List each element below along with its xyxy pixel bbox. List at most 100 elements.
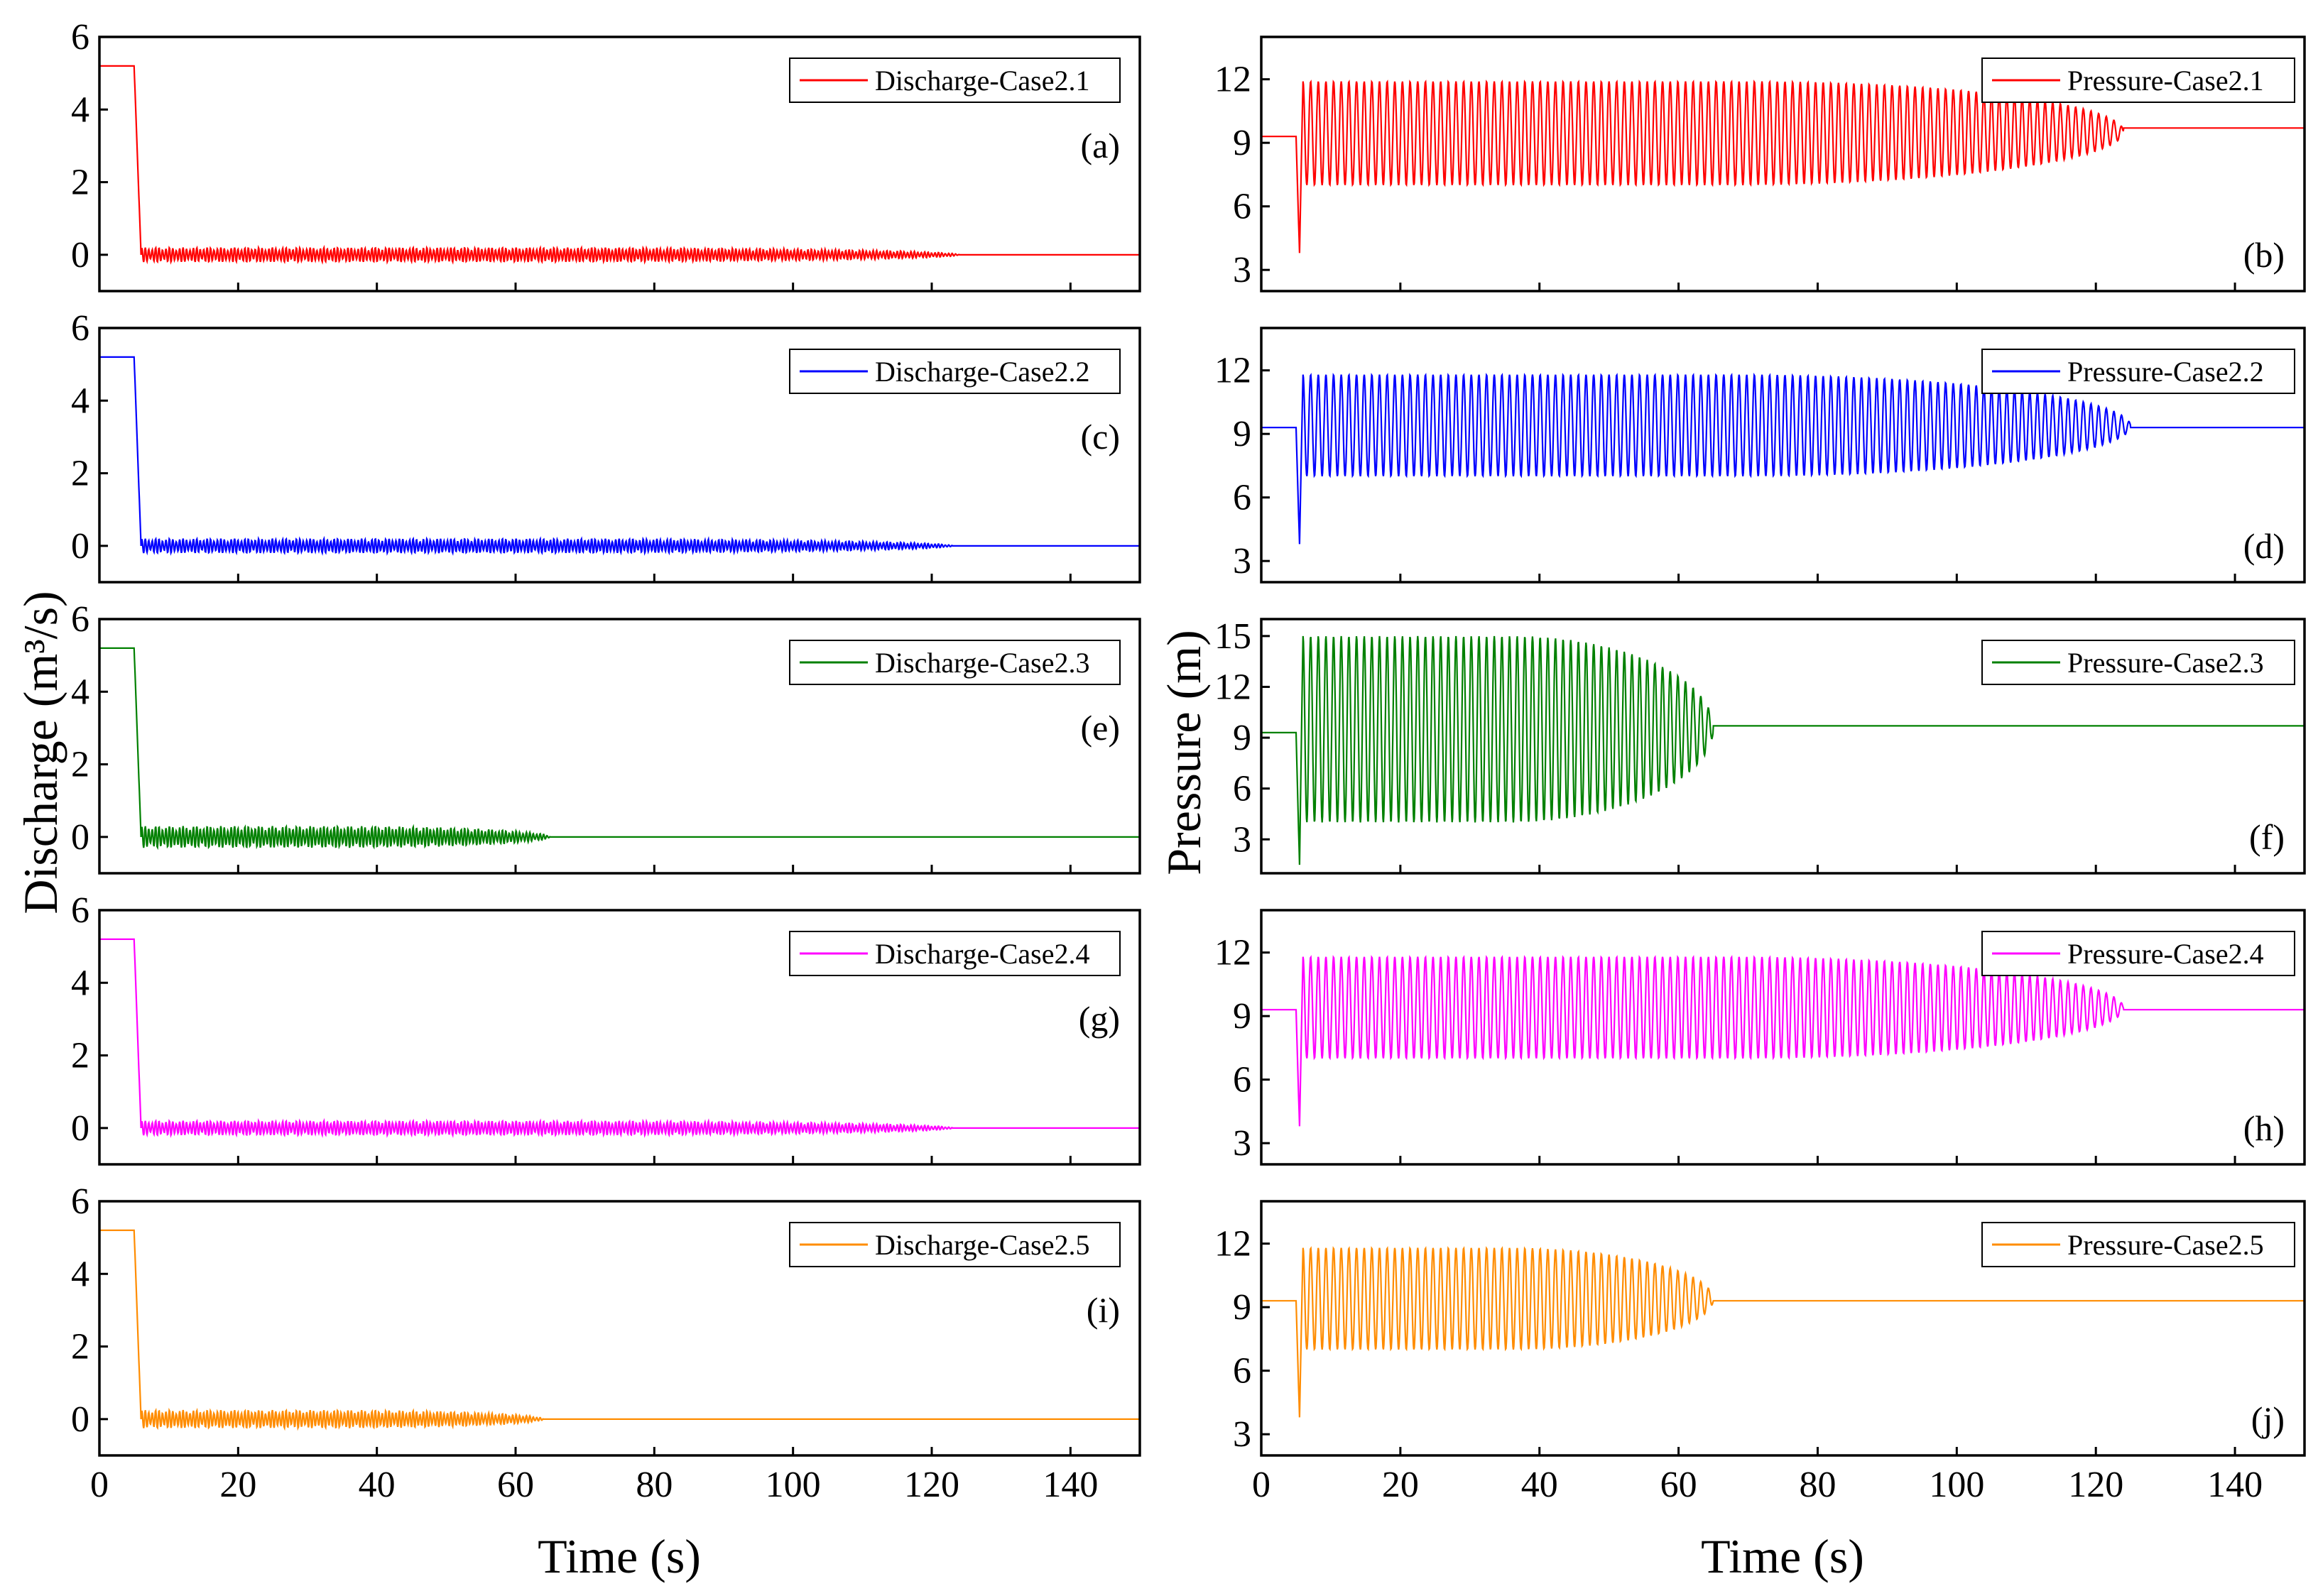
y-tick-label: 3 <box>1233 1414 1251 1455</box>
y-tick-label: 0 <box>71 526 89 567</box>
plot-frame <box>1260 909 2306 1166</box>
y-tick-label: 6 <box>71 308 89 349</box>
y-tick-label: 12 <box>1214 60 1251 100</box>
y-tick-label: 3 <box>1233 819 1251 860</box>
series-line <box>99 938 1140 1138</box>
x-tick-label: 120 <box>2068 1465 2123 1505</box>
y-tick-label: 9 <box>1233 414 1251 454</box>
y-tick-label: 15 <box>1214 616 1251 657</box>
panel-label: (c) <box>1081 417 1121 457</box>
panel-label: (d) <box>2243 526 2285 566</box>
y-tick-label: 2 <box>71 454 89 494</box>
panel-g: 0 2 4 6 Discharge-Case2.4 (g) <box>71 890 1141 1166</box>
plot-frame <box>98 909 1141 1166</box>
x-tick-label: 60 <box>497 1465 534 1505</box>
series-line <box>99 647 1140 851</box>
legend: Discharge-Case2.3 <box>789 640 1121 685</box>
y-tick-label: 9 <box>1233 996 1251 1037</box>
x-tick-label: 100 <box>766 1465 821 1505</box>
series-line <box>1261 372 2305 545</box>
panel-c: 0 2 4 6 Discharge-Case2.2 (c) <box>71 308 1141 584</box>
panel-label: (e) <box>1081 708 1121 748</box>
legend: Pressure-Case2.4 <box>1981 931 2295 976</box>
series-line <box>99 1229 1140 1431</box>
x-tick-label: 20 <box>1382 1465 1419 1505</box>
legend: Discharge-Case2.2 <box>789 349 1121 394</box>
y-tick-label: 12 <box>1214 1224 1251 1264</box>
x-tick-label: 60 <box>1660 1465 1697 1505</box>
panel-b: 3 6 9 12 Pressure-Case2.1 (b) <box>1214 35 2306 293</box>
legend-label: Pressure-Case2.1 <box>2067 65 2264 97</box>
series-line <box>99 356 1140 556</box>
panel-label: (b) <box>2243 235 2285 275</box>
plot-frame <box>98 35 1141 293</box>
x-tick-label: 0 <box>90 1465 109 1505</box>
right-x-axis-title: Time (s) <box>1701 1529 1864 1583</box>
panel-label: (h) <box>2243 1108 2285 1148</box>
y-tick-label: 4 <box>71 1254 89 1294</box>
legend: Pressure-Case2.3 <box>1981 640 2295 685</box>
y-tick-label: 4 <box>71 89 89 130</box>
y-tick-label: 3 <box>1233 541 1251 581</box>
x-tick-label: 40 <box>359 1465 396 1505</box>
plot-frame <box>1260 1200 2306 1457</box>
plot-frame <box>98 618 1141 875</box>
y-tick-label: 3 <box>1233 1123 1251 1164</box>
plot-frame <box>1260 35 2306 293</box>
y-tick-label: 6 <box>1233 1351 1251 1392</box>
y-tick-label: 0 <box>71 235 89 275</box>
panel-label: (a) <box>1081 126 1121 165</box>
y-tick-label: 2 <box>71 745 89 785</box>
legend-label: Pressure-Case2.4 <box>2067 938 2264 970</box>
panel-label: (j) <box>2251 1399 2285 1439</box>
y-tick-label: 12 <box>1214 933 1251 973</box>
y-tick-label: 2 <box>71 1036 89 1076</box>
legend: Discharge-Case2.5 <box>789 1222 1121 1267</box>
legend: Pressure-Case2.2 <box>1981 349 2295 394</box>
x-tick-label: 80 <box>636 1465 673 1505</box>
y-tick-label: 6 <box>71 599 89 640</box>
panel-label: (g) <box>1079 999 1120 1039</box>
y-tick-label: 12 <box>1214 667 1251 707</box>
panel-label: (i) <box>1087 1290 1120 1330</box>
y-tick-label: 2 <box>71 1327 89 1367</box>
y-tick-label: 4 <box>71 381 89 421</box>
series-line <box>1261 955 2305 1127</box>
legend: Pressure-Case2.5 <box>1981 1222 2295 1267</box>
x-tick-label: 40 <box>1521 1465 1558 1505</box>
y-tick-label: 4 <box>71 672 89 712</box>
x-tick-label: 140 <box>2207 1465 2263 1505</box>
y-tick-label: 0 <box>71 817 89 858</box>
y-tick-label: 4 <box>71 963 89 1003</box>
y-tick-label: 3 <box>1233 250 1251 290</box>
y-tick-label: 0 <box>71 1399 89 1440</box>
series-line <box>1261 80 2305 253</box>
panel-e: 0 2 4 6 Discharge-Case2.3 (e) <box>71 599 1141 875</box>
y-tick-label: 6 <box>1233 769 1251 809</box>
legend: Pressure-Case2.1 <box>1981 58 2295 103</box>
panels: 0 2 4 6 Discharge-Case2.1 (a) 3 6 9 12 Pressure-Ca… <box>71 17 2306 1505</box>
y-tick-label: 6 <box>71 890 89 931</box>
y-tick-label: 6 <box>1233 187 1251 227</box>
panel-a: 0 2 4 6 Discharge-Case2.1 (a) <box>71 17 1141 293</box>
y-tick-label: 0 <box>71 1108 89 1149</box>
legend: Discharge-Case2.4 <box>789 931 1121 976</box>
x-tick-label: 120 <box>904 1465 959 1505</box>
plot-frame <box>98 1200 1141 1457</box>
legend-label: Discharge-Case2.3 <box>875 647 1090 679</box>
left-x-axis-title: Time (s) <box>538 1529 701 1583</box>
x-tick-label: 100 <box>1929 1465 1984 1505</box>
plot-frame <box>1260 618 2306 875</box>
y-tick-label: 2 <box>71 163 89 203</box>
panel-d: 3 6 9 12 Pressure-Case2.2 (d) <box>1214 327 2306 584</box>
panel-f: 3 6 9 12 15 Pressure-Case2.3 (f) <box>1214 616 2306 875</box>
legend-label: Pressure-Case2.3 <box>2067 647 2264 679</box>
x-tick-label: 20 <box>219 1465 256 1505</box>
right-y-axis-title: Pressure (m) <box>1157 630 1211 875</box>
plot-frame <box>98 327 1141 584</box>
y-tick-label: 9 <box>1233 1287 1251 1328</box>
panel-h: 3 6 9 12 Pressure-Case2.4 (h) <box>1214 909 2306 1166</box>
